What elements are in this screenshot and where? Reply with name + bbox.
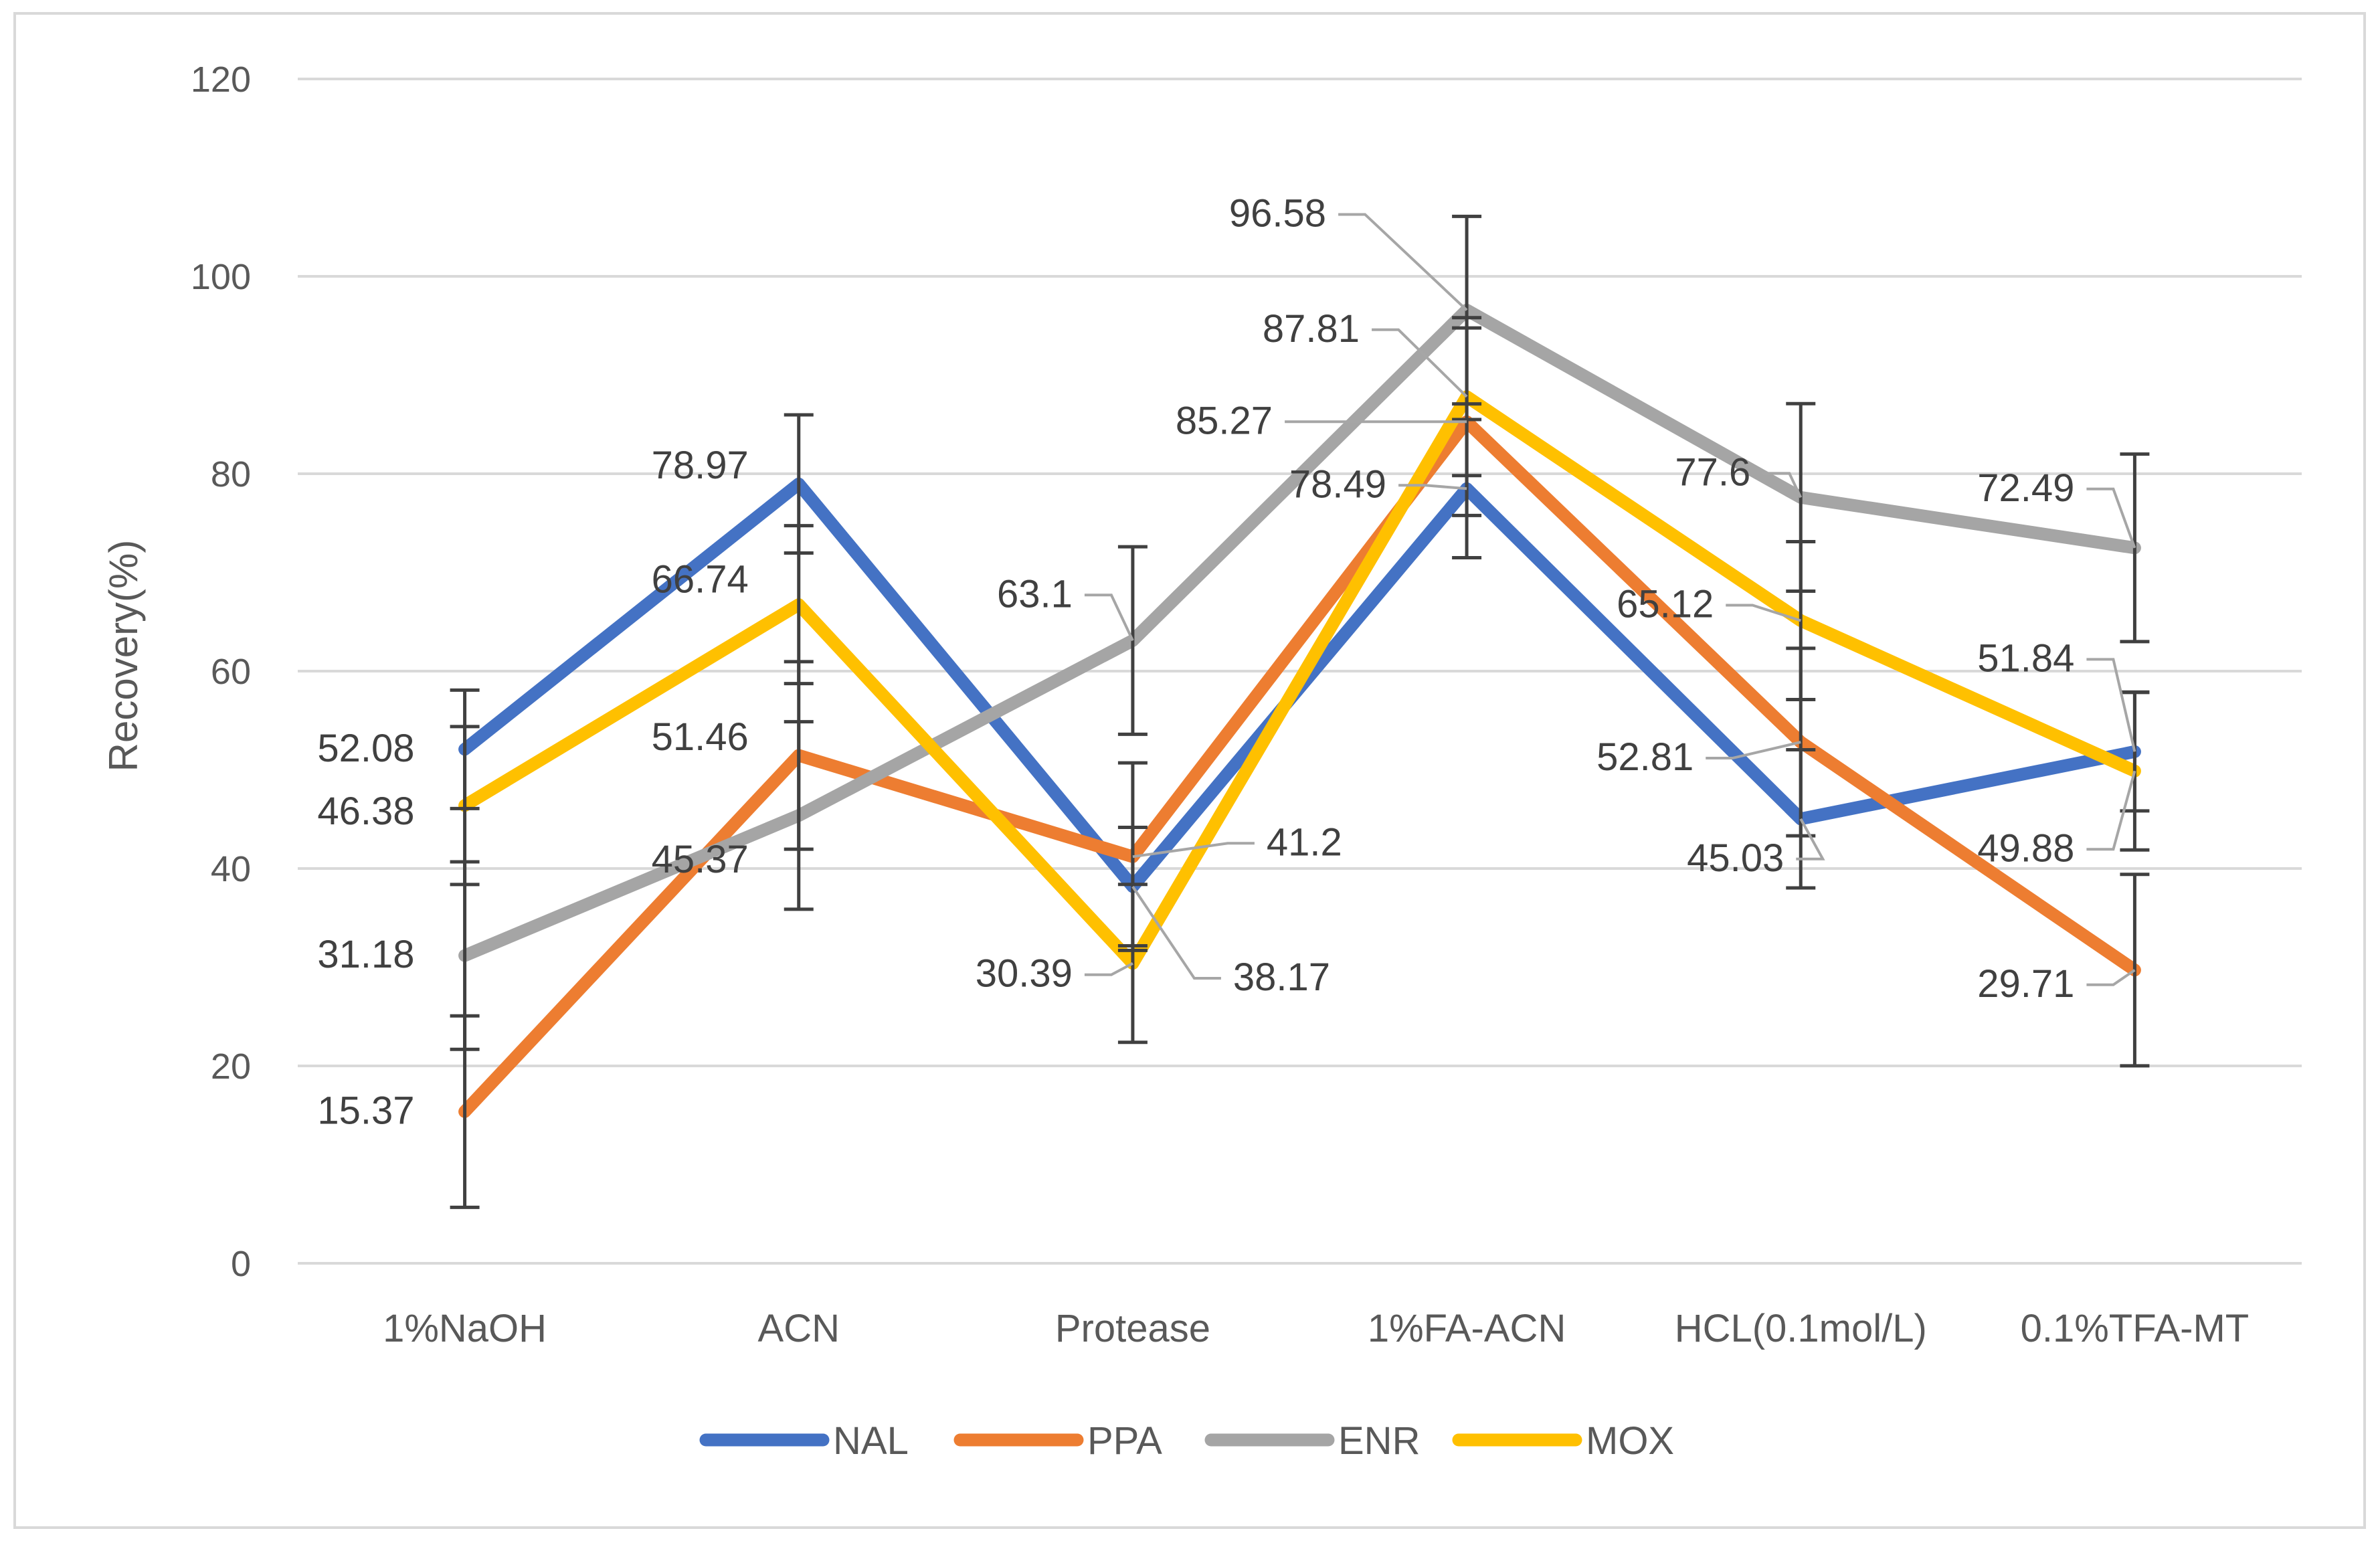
y-tick-label: 60 [211,652,251,692]
data-label-nal: 38.17 [1233,955,1330,999]
data-labels: 52.08 78.97 38.17 78.49 45.03 51.84 15.37 51.46… [317,191,2074,1132]
leader-line [1796,818,1825,860]
leader-line [1338,213,1468,311]
series-line-enr [458,303,2141,962]
data-label-mox: 49.88 [1977,826,2074,870]
data-label-ppa: 15.37 [317,1089,414,1132]
leader-line [2086,658,2136,752]
y-axis-title: Recovery(%) [101,540,146,772]
data-label-enr: 72.49 [1977,466,2074,510]
leader-line [2086,770,2136,851]
y-tick-label: 120 [191,60,251,100]
series-line-mox [458,390,2141,970]
y-tick-label: 100 [191,257,251,297]
y-tick-label: 20 [211,1046,251,1087]
data-label-nal: 51.84 [1977,636,2074,680]
data-label-nal: 78.49 [1289,462,1386,506]
leader-line [1398,484,1467,490]
legend-label: NAL [833,1419,909,1463]
leader-line [1084,594,1134,642]
legend-label: PPA [1087,1419,1162,1463]
x-category-label: 1%FA-ACN [1368,1307,1566,1350]
error-bar-enr [784,720,814,911]
y-tick-label: 80 [211,454,251,494]
x-category-label: 1%NaOH [383,1307,547,1350]
data-label-mox: 46.38 [317,790,414,833]
x-axis-categories: 1%NaOH ACN Protease 1%FA-ACN HCL(0.1mol/L) 0.… [383,1307,2249,1350]
data-label-ppa: 41.2 [1267,820,1342,864]
leader-line [2086,487,2136,549]
series-line-ppa [458,415,2141,1118]
data-label-ppa: 29.71 [1977,962,2074,1006]
x-category-label: HCL(0.1mol/L) [1675,1307,1927,1350]
leader-lines [1084,213,2136,986]
leader-line [1131,885,1221,980]
data-label-ppa: 52.81 [1596,735,1694,779]
data-label-ppa: 51.46 [652,715,749,759]
error-bar-mox [450,725,480,887]
legend-item-ppa: PPA [953,1419,1162,1463]
data-label-mox: 87.81 [1263,307,1360,351]
leader-line [1084,962,1133,976]
leader-line [1372,328,1468,398]
leader-line [1706,741,1801,760]
leader-line [1132,842,1255,858]
chart-border [13,12,2366,1529]
error-bars [450,214,2150,1209]
data-label-nal: 45.03 [1687,836,1784,880]
data-label-nal: 52.08 [317,727,414,770]
error-bar-mox [784,524,814,686]
legend-label: MOX [1586,1419,1674,1463]
series-lines [458,303,2141,1118]
data-label-nal: 78.97 [652,444,749,487]
data-label-enr: 96.58 [1229,191,1326,235]
data-label-enr: 45.37 [652,838,749,881]
y-tick-label: 40 [211,849,251,889]
legend-label: ENR [1338,1419,1420,1463]
leader-line [1726,604,1801,622]
x-category-label: 0.1%TFA-MT [2021,1307,2250,1350]
data-label-ppa: 85.27 [1176,399,1273,442]
leader-line [1762,472,1803,498]
data-label-mox: 30.39 [976,952,1073,996]
legend: NAL PPA ENR MOX [699,1419,1674,1463]
legend-item-nal: NAL [699,1419,909,1463]
x-category-label: ACN [758,1307,840,1350]
data-label-enr: 77.6 [1675,450,1750,494]
legend-item-mox: MOX [1452,1419,1674,1463]
data-label-enr: 63.1 [997,572,1073,616]
x-category-label: Protease [1055,1307,1210,1350]
data-label-mox: 65.12 [1617,582,1714,626]
data-label-enr: 31.18 [317,933,414,976]
leader-line [2086,969,2136,986]
y-axis-ticks: 0 20 40 60 80 100 120 [191,60,251,1284]
y-tick-label: 0 [231,1244,251,1284]
data-label-mox: 66.74 [652,558,749,602]
legend-item-enr: ENR [1204,1419,1420,1463]
